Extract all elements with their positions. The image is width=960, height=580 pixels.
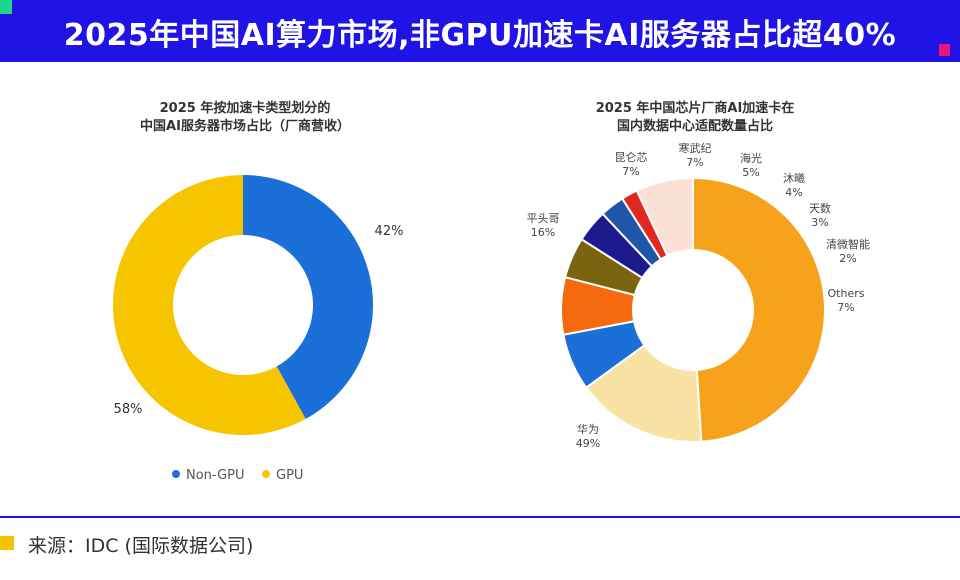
chart2-label-8: 7%: [837, 301, 854, 314]
page-title: 2025年中国AI算力市场,非GPU加速卡AI服务器占比超40%: [63, 18, 897, 53]
chart1-slice-0: [243, 175, 373, 419]
chart2-name-1: 平头哥: [527, 212, 560, 225]
chart2-name-5: 沐曦: [783, 171, 805, 185]
chart2-label-6: 3%: [811, 216, 828, 229]
chart1-legend-marker-0: [172, 470, 180, 478]
chart2-name-6: 天数: [809, 202, 831, 215]
chart2-name-8: Others: [828, 287, 865, 300]
source-note: 来源：IDC (国际数据公司): [28, 535, 254, 557]
chart2-name-4: 海光: [740, 151, 762, 165]
chart1-title: 2025 年按加速卡类型划分的 中国AI服务器市场占比（厂商营收）: [105, 100, 385, 136]
chart1-label-1: 58%: [114, 402, 143, 417]
chart2-label-3: 7%: [686, 156, 703, 169]
chart1-slice-1: [112, 175, 306, 435]
chart1-legend-label-0: Non-GPU: [186, 468, 245, 483]
chart2-label-2: 7%: [622, 165, 639, 178]
chart2-name-2: 昆仑芯: [615, 150, 648, 164]
accent-decoration-left: [0, 0, 12, 14]
chart2-name-7: 清微智能: [826, 237, 870, 251]
chart1-legend-marker-1: [262, 470, 270, 478]
chart1-label-0: 42%: [375, 224, 404, 239]
chart-card: 2025 年按加速卡类型划分的 中国AI服务器市场占比（厂商营收） 2025 年…: [10, 70, 950, 512]
chart2-label-7: 2%: [839, 252, 856, 265]
chart1-title-line2: 中国AI服务器市场占比（厂商营收）: [140, 119, 350, 134]
chart2-label-4: 5%: [742, 166, 759, 179]
footer-divider: [0, 516, 960, 518]
chart2-slice-0: [692, 176, 827, 443]
chart2-label-0: 49%: [576, 437, 600, 450]
chart2-name-3: 寒武纪: [679, 141, 712, 155]
chart2-title-line1: 2025 年中国芯片厂商AI加速卡在: [595, 101, 795, 116]
chart2-title: 2025 年中国芯片厂商AI加速卡在 国内数据中心适配数量占比: [555, 100, 835, 136]
chart2-slice-8: [635, 176, 694, 258]
chart2-label-1: 16%: [531, 226, 555, 239]
header-banner: 2025年中国AI算力市场,非GPU加速卡AI服务器占比超40%: [0, 0, 960, 62]
chart2-label-5: 4%: [785, 186, 802, 199]
chart1-title-line1: 2025 年按加速卡类型划分的: [159, 101, 331, 116]
chart2-title-line2: 国内数据中心适配数量占比: [616, 119, 773, 134]
chart1-legend-label-1: GPU: [276, 468, 303, 483]
accent-decoration-right: [939, 44, 950, 56]
chart2-name-0: 华为: [577, 422, 599, 436]
footer-mark: [0, 536, 14, 550]
